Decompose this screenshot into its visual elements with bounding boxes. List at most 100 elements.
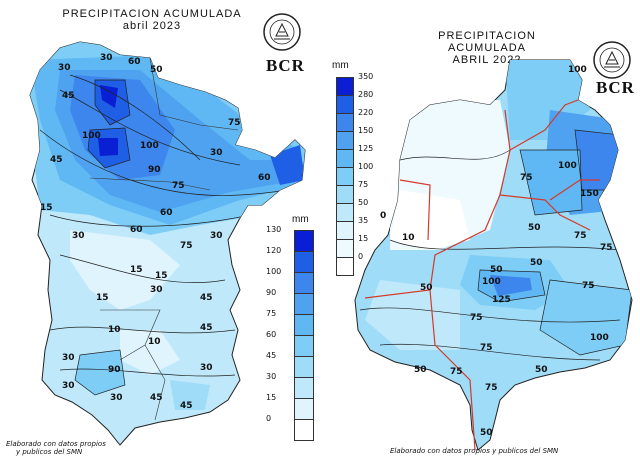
right-contour-label: 100 — [568, 65, 587, 75]
right-title-line2: ABRIL 2022 — [452, 54, 522, 66]
left-legend-label: 100 — [266, 267, 282, 276]
right-legend-label: 150 — [358, 126, 374, 135]
right-contour-label: 10 — [402, 233, 415, 243]
right-legend-label: 0 — [358, 252, 364, 261]
right-contour-label: 125 — [492, 295, 511, 305]
left-contour-label: 30 — [62, 381, 75, 391]
right-contour-label: 0 — [380, 211, 386, 221]
left-contour-label: 45 — [180, 401, 193, 411]
left-contour-label: 10 — [148, 337, 161, 347]
left-seal-icon — [263, 13, 301, 51]
left-legend-swatch — [294, 356, 314, 378]
right-contour-label: 50 — [480, 428, 493, 438]
right-legend-label: 100 — [358, 162, 374, 171]
right-legend-label: 75 — [358, 180, 369, 189]
right-legend-label: 350 — [358, 72, 374, 81]
left-contour-labels: 60 30 50 30 45 75 100 90 75 60 30 100 45… — [40, 53, 271, 411]
left-contour-label: 75 — [180, 241, 193, 251]
left-legend-swatch — [294, 251, 314, 273]
right-legend-label: 15 — [358, 234, 369, 243]
left-legend-swatch — [294, 293, 314, 315]
left-legend-swatch — [294, 335, 314, 357]
left-legend-swatch — [294, 377, 314, 399]
left-contour-label: 30 — [72, 231, 85, 241]
right-contour-label: 50 — [535, 365, 548, 375]
left-contour-label: 30 — [150, 285, 163, 295]
left-footnote-line1: Elaborado con datos propios — [6, 440, 106, 448]
left-contour-label: 50 — [150, 65, 163, 75]
right-map-title: PRECIPITACION ACUMULADA ABRIL 2022 — [402, 30, 572, 66]
left-contour-label: 100 — [82, 131, 101, 141]
left-contour-label: 75 — [172, 181, 185, 191]
left-contour-label: 45 — [50, 155, 63, 165]
left-title-line1: PRECIPITACION ACUMULADA — [62, 8, 242, 20]
right-contour-label: 100 — [558, 161, 577, 171]
right-contour-label: 50 — [414, 365, 427, 375]
right-legend-label: 35 — [358, 216, 369, 225]
right-legend-swatch — [336, 257, 354, 276]
right-seal-icon — [593, 41, 631, 79]
left-contour-label: 15 — [130, 265, 143, 275]
left-contour-label: 30 — [100, 53, 113, 63]
left-contour-label: 60 — [130, 225, 143, 235]
left-contour-label: 15 — [96, 293, 109, 303]
left-legend-label: 90 — [266, 288, 277, 297]
left-legend-label: 15 — [266, 393, 277, 402]
left-contour-label: 100 — [140, 141, 159, 151]
left-legend-swatch — [294, 230, 314, 252]
left-map-title: PRECIPITACION ACUMULADA abril 2023 — [62, 8, 242, 32]
left-brand-logo: BCR — [266, 56, 305, 75]
left-contour-label: 15 — [155, 271, 168, 281]
left-contour-label: 45 — [62, 91, 75, 101]
left-legend-swatch — [294, 419, 314, 441]
right-contour-label: 75 — [450, 367, 463, 377]
left-footnote-line2: y publicos del SMN — [16, 448, 83, 456]
right-contour-label: 100 — [482, 277, 501, 287]
left-legend-label: 130 — [266, 225, 282, 234]
right-contour-label: 50 — [420, 283, 433, 293]
left-contour-label: 75 — [228, 118, 241, 128]
right-footnote: Elaborado con datos propios y publicos d… — [390, 447, 559, 455]
right-legend-label: 220 — [358, 108, 374, 117]
right-contour-label: 75 — [582, 281, 595, 291]
left-footnote: Elaborado con datos propios y publicos d… — [6, 440, 106, 456]
right-map-canvas: 100 75 150 100 75 50 10 0 50 50 100 125 … — [354, 59, 633, 451]
left-contour-label: 90 — [148, 165, 161, 175]
right-contour-label: 75 — [574, 231, 587, 241]
left-legend-label: 75 — [266, 309, 277, 318]
left-contour-label: 60 — [160, 208, 173, 218]
left-contour-label: 30 — [62, 353, 75, 363]
right-contour-label: 50 — [528, 223, 541, 233]
right-legend-label: 280 — [358, 90, 374, 99]
right-contour-label: 75 — [470, 313, 483, 323]
right-brand-logo: BCR — [596, 78, 635, 97]
right-contour-label: 75 — [520, 173, 533, 183]
left-contour-label: 30 — [58, 63, 71, 73]
left-legend-label: 30 — [266, 372, 277, 381]
left-map-canvas: 60 30 50 30 45 75 100 90 75 60 30 100 45… — [29, 41, 306, 446]
left-contour-label: 30 — [210, 231, 223, 241]
left-contour-label: 45 — [200, 293, 213, 303]
left-legend-unit: mm — [292, 214, 309, 225]
left-contour-label: 45 — [150, 393, 163, 403]
right-contour-labels: 100 75 150 100 75 50 10 0 50 50 100 125 … — [380, 65, 613, 438]
left-title-line2: abril 2023 — [122, 20, 182, 32]
left-contour-label: 10 — [108, 325, 121, 335]
right-legend-label: 125 — [358, 144, 374, 153]
right-contour-label: 75 — [480, 343, 493, 353]
left-contour-label: 30 — [200, 363, 213, 373]
right-legend-label: 50 — [358, 198, 369, 207]
left-contour-label: 15 — [40, 203, 53, 213]
right-legend-unit: mm — [332, 60, 349, 71]
left-contour-label: 45 — [200, 323, 213, 333]
left-legend-swatch — [294, 272, 314, 294]
right-contour-label: 75 — [485, 383, 498, 393]
left-legend-label: 120 — [266, 246, 282, 255]
right-contour-label: 100 — [590, 333, 609, 343]
left-contour-label: 30 — [210, 148, 223, 158]
right-map-panel: PRECIPITACION ACUMULADA ABRIL 2022 BCR m… — [320, 0, 640, 462]
right-contour-label: 150 — [580, 189, 599, 199]
right-contour-label: 75 — [600, 243, 613, 253]
left-legend-label: 60 — [266, 330, 277, 339]
left-contour-label: 30 — [110, 393, 123, 403]
